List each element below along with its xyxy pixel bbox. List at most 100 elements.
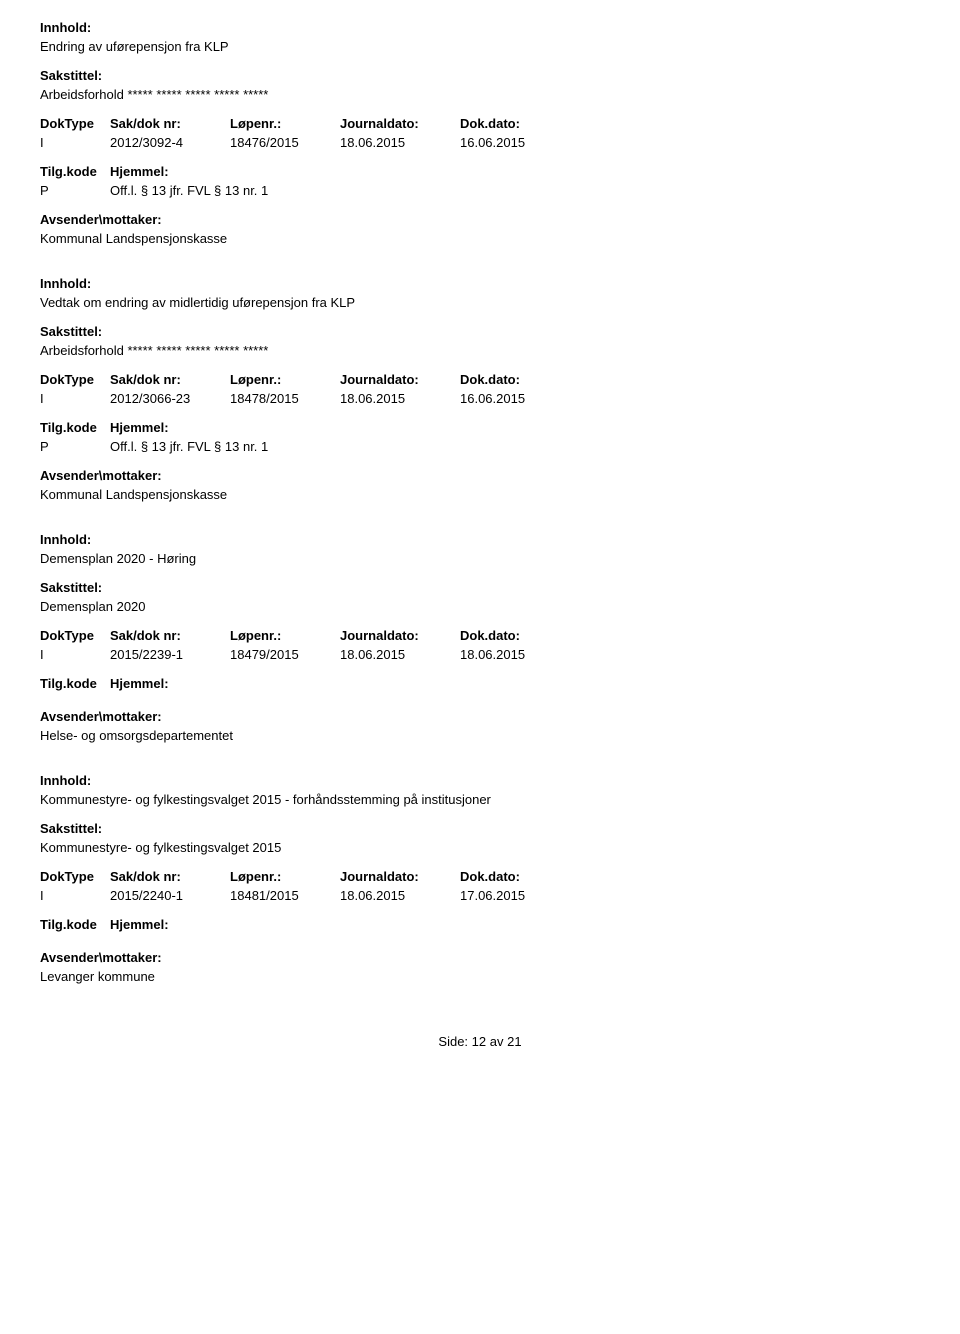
av-label: av: [490, 1034, 504, 1049]
tilgkode-header: Tilg.kode: [40, 420, 110, 435]
sakstittel-label: Sakstittel:: [40, 580, 920, 595]
page-footer: Side: 12 av 21: [40, 1034, 920, 1049]
lopenr-header: Løpenr.:: [230, 116, 340, 131]
dokdato-header: Dok.dato:: [460, 116, 580, 131]
innhold-value: Endring av uførepensjon fra KLP: [40, 39, 920, 54]
record: Innhold: Kommunestyre- og fylkestingsval…: [40, 773, 920, 984]
dokdato-value: 18.06.2015: [460, 647, 580, 662]
journaldato-header: Journaldato:: [340, 869, 460, 884]
page-current: 12: [472, 1034, 486, 1049]
journaldato-header: Journaldato:: [340, 628, 460, 643]
tilg-header-row: Tilg.kode Hjemmel:: [40, 164, 920, 179]
columns-row: I 2015/2240-1 18481/2015 18.06.2015 17.0…: [40, 888, 920, 903]
sakstittel-label: Sakstittel:: [40, 68, 920, 83]
columns-row: I 2012/3066-23 18478/2015 18.06.2015 16.…: [40, 391, 920, 406]
columns-header: DokType Sak/dok nr: Løpenr.: Journaldato…: [40, 372, 920, 387]
innhold-label: Innhold:: [40, 532, 920, 547]
lopenr-value: 18481/2015: [230, 888, 340, 903]
innhold-label: Innhold:: [40, 20, 920, 35]
sakstittel-value: Demensplan 2020: [40, 599, 920, 614]
lopenr-header: Løpenr.:: [230, 628, 340, 643]
journaldato-value: 18.06.2015: [340, 135, 460, 150]
journaldato-header: Journaldato:: [340, 116, 460, 131]
innhold-label: Innhold:: [40, 773, 920, 788]
tilg-header-row: Tilg.kode Hjemmel:: [40, 420, 920, 435]
tilgkode-header: Tilg.kode: [40, 917, 110, 932]
tilgkode-value: P: [40, 183, 110, 198]
dokdato-header: Dok.dato:: [460, 628, 580, 643]
sakdoknr-header: Sak/dok nr:: [110, 869, 230, 884]
doktype-header: DokType: [40, 116, 110, 131]
columns-header: DokType Sak/dok nr: Løpenr.: Journaldato…: [40, 116, 920, 131]
dokdato-value: 16.06.2015: [460, 135, 580, 150]
lopenr-value: 18476/2015: [230, 135, 340, 150]
sakstittel-label: Sakstittel:: [40, 821, 920, 836]
journaldato-value: 18.06.2015: [340, 391, 460, 406]
hjemmel-row: P Off.l. § 13 jfr. FVL § 13 nr. 1: [40, 439, 920, 454]
dokdato-header: Dok.dato:: [460, 372, 580, 387]
doktype-value: I: [40, 647, 110, 662]
record: Innhold: Endring av uførepensjon fra KLP…: [40, 20, 920, 246]
journaldato-header: Journaldato:: [340, 372, 460, 387]
tilgkode-header: Tilg.kode: [40, 676, 110, 691]
dokdato-value: 16.06.2015: [460, 391, 580, 406]
dokdato-value: 17.06.2015: [460, 888, 580, 903]
journaldato-value: 18.06.2015: [340, 888, 460, 903]
doktype-header: DokType: [40, 869, 110, 884]
sakdoknr-value: 2015/2240-1: [110, 888, 230, 903]
tilgkode-header: Tilg.kode: [40, 164, 110, 179]
sakdoknr-value: 2015/2239-1: [110, 647, 230, 662]
hjemmel-header: Hjemmel:: [110, 164, 169, 179]
sakdoknr-header: Sak/dok nr:: [110, 628, 230, 643]
tilg-header-row: Tilg.kode Hjemmel:: [40, 676, 920, 691]
journaldato-value: 18.06.2015: [340, 647, 460, 662]
hjemmel-row: P Off.l. § 13 jfr. FVL § 13 nr. 1: [40, 183, 920, 198]
hjemmel-header: Hjemmel:: [110, 917, 169, 932]
doktype-header: DokType: [40, 372, 110, 387]
avsender-label: Avsender\mottaker:: [40, 709, 920, 724]
avsender-value: Kommunal Landspensjonskasse: [40, 487, 920, 502]
sakstittel-value: Arbeidsforhold ***** ***** ***** ***** *…: [40, 87, 920, 102]
sakdoknr-header: Sak/dok nr:: [110, 372, 230, 387]
lopenr-header: Løpenr.:: [230, 372, 340, 387]
hjemmel-value: Off.l. § 13 jfr. FVL § 13 nr. 1: [110, 439, 268, 454]
avsender-label: Avsender\mottaker:: [40, 468, 920, 483]
hjemmel-header: Hjemmel:: [110, 420, 169, 435]
lopenr-value: 18479/2015: [230, 647, 340, 662]
doktype-value: I: [40, 391, 110, 406]
avsender-value: Helse- og omsorgsdepartementet: [40, 728, 920, 743]
records-container: Innhold: Endring av uførepensjon fra KLP…: [40, 20, 920, 984]
tilgkode-value: P: [40, 439, 110, 454]
innhold-value: Vedtak om endring av midlertidig uførepe…: [40, 295, 920, 310]
lopenr-value: 18478/2015: [230, 391, 340, 406]
columns-header: DokType Sak/dok nr: Løpenr.: Journaldato…: [40, 869, 920, 884]
avsender-value: Levanger kommune: [40, 969, 920, 984]
sakstittel-value: Arbeidsforhold ***** ***** ***** ***** *…: [40, 343, 920, 358]
doktype-value: I: [40, 135, 110, 150]
avsender-label: Avsender\mottaker:: [40, 212, 920, 227]
doktype-header: DokType: [40, 628, 110, 643]
innhold-label: Innhold:: [40, 276, 920, 291]
sakdoknr-header: Sak/dok nr:: [110, 116, 230, 131]
sakstittel-value: Kommunestyre- og fylkestingsvalget 2015: [40, 840, 920, 855]
dokdato-header: Dok.dato:: [460, 869, 580, 884]
columns-row: I 2015/2239-1 18479/2015 18.06.2015 18.0…: [40, 647, 920, 662]
hjemmel-header: Hjemmel:: [110, 676, 169, 691]
columns-row: I 2012/3092-4 18476/2015 18.06.2015 16.0…: [40, 135, 920, 150]
lopenr-header: Løpenr.:: [230, 869, 340, 884]
doktype-value: I: [40, 888, 110, 903]
hjemmel-value: Off.l. § 13 jfr. FVL § 13 nr. 1: [110, 183, 268, 198]
columns-header: DokType Sak/dok nr: Løpenr.: Journaldato…: [40, 628, 920, 643]
tilg-header-row: Tilg.kode Hjemmel:: [40, 917, 920, 932]
sakdoknr-value: 2012/3092-4: [110, 135, 230, 150]
sakdoknr-value: 2012/3066-23: [110, 391, 230, 406]
side-label: Side:: [438, 1034, 468, 1049]
innhold-value: Kommunestyre- og fylkestingsvalget 2015 …: [40, 792, 920, 807]
page-total: 21: [507, 1034, 521, 1049]
avsender-value: Kommunal Landspensjonskasse: [40, 231, 920, 246]
innhold-value: Demensplan 2020 - Høring: [40, 551, 920, 566]
record: Innhold: Vedtak om endring av midlertidi…: [40, 276, 920, 502]
avsender-label: Avsender\mottaker:: [40, 950, 920, 965]
record: Innhold: Demensplan 2020 - Høring Saksti…: [40, 532, 920, 743]
sakstittel-label: Sakstittel:: [40, 324, 920, 339]
